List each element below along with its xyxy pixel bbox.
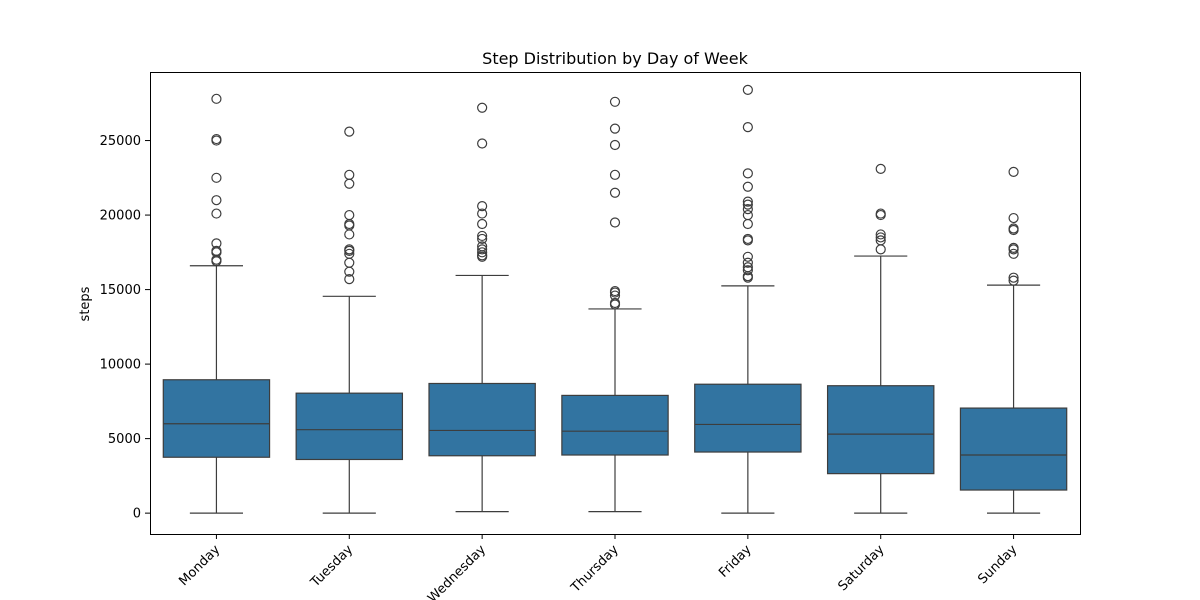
box-monday: [162, 93, 271, 514]
y-axis: 0 5000 10000 15000 20000 25000: [100, 134, 150, 522]
outlier-point: [742, 181, 753, 192]
outlier-point: [875, 208, 886, 219]
outlier-point: [211, 238, 222, 249]
outlier-point: [742, 196, 753, 207]
outlier-point: [609, 297, 621, 309]
x-tick-label-sunday: Sunday: [975, 542, 1020, 587]
box-thursday: [561, 96, 669, 513]
outlier-point: [609, 139, 621, 151]
outlier-point: [477, 218, 488, 230]
box-tuesday: [295, 126, 404, 514]
box-iqr: [428, 382, 536, 457]
outlier-point: [609, 123, 621, 134]
outlier-point: [477, 241, 488, 252]
outlier-point: [477, 230, 488, 242]
box-wednesday: [428, 102, 536, 513]
x-axis: Monday Tuesday Wednesday Thursday Friday Satu…: [176, 534, 1021, 600]
outlier-point: [211, 133, 222, 145]
outlier-point: [1008, 242, 1019, 253]
outlier-point: [609, 217, 621, 228]
outlier-point: [477, 201, 488, 212]
y-tick-label: 20000: [100, 209, 141, 224]
y-tick-label: 25000: [100, 134, 141, 149]
x-tick-label-wednesday: Wednesday: [425, 542, 489, 600]
outlier-point: [742, 209, 753, 221]
outlier-point: [211, 172, 222, 183]
x-tick-label-saturday: Saturday: [836, 542, 888, 594]
outlier-point: [344, 274, 355, 285]
plot-area: [162, 84, 1068, 514]
outlier-point: [344, 229, 355, 240]
outlier-point: [211, 93, 222, 104]
outlier-point: [875, 232, 886, 243]
y-axis-label: steps: [78, 286, 93, 321]
box-iqr: [959, 407, 1068, 491]
x-tick-label-thursday: Thursday: [568, 542, 622, 596]
outlier-point: [211, 245, 222, 256]
outlier-point: [609, 187, 621, 198]
outlier-point: [1008, 275, 1019, 286]
box-iqr: [826, 385, 935, 475]
y-tick-label: 15000: [100, 283, 141, 298]
chart-title: Step Distribution by Day of Week: [482, 49, 748, 68]
outlier-point: [211, 208, 222, 219]
outlier-point: [1008, 248, 1019, 259]
outlier-point: [609, 285, 621, 297]
outlier-point: [344, 209, 355, 221]
box-sunday: [959, 166, 1068, 514]
outlier-point: [344, 248, 355, 259]
outlier-point: [875, 244, 886, 255]
outlier-point: [1008, 272, 1019, 283]
outlier-point: [742, 122, 753, 133]
outlier-point: [344, 178, 355, 189]
box-saturday: [826, 163, 935, 514]
outlier-point: [609, 96, 621, 107]
y-tick-label: 10000: [100, 358, 141, 373]
outlier-point: [742, 233, 753, 245]
outlier-point: [1008, 223, 1019, 234]
outlier-point: [875, 235, 886, 246]
box-iqr: [561, 394, 669, 456]
outlier-point: [742, 204, 753, 215]
outlier-point: [211, 195, 222, 206]
y-tick-label: 0: [133, 507, 141, 522]
outlier-point: [477, 233, 488, 245]
outlier-point: [344, 169, 355, 180]
box-iqr: [295, 392, 404, 461]
outlier-point: [1008, 166, 1019, 177]
y-tick-label: 5000: [108, 432, 141, 447]
outlier-point: [742, 168, 753, 179]
outlier-point: [742, 199, 753, 210]
outlier-point: [875, 229, 886, 240]
box-friday: [694, 84, 802, 514]
outlier-point: [742, 265, 753, 276]
outlier-point: [1008, 212, 1019, 224]
outlier-point: [344, 257, 355, 268]
outlier-point: [742, 251, 753, 262]
outlier-point: [742, 84, 753, 95]
x-tick-label-tuesday: Tuesday: [307, 542, 356, 591]
outlier-point: [344, 126, 355, 137]
outlier-point: [477, 138, 488, 149]
outlier-point: [609, 169, 621, 180]
outlier-point: [477, 247, 488, 258]
x-tick-label-friday: Friday: [716, 542, 755, 581]
outlier-point: [477, 102, 488, 113]
outlier-point: [477, 208, 488, 219]
outlier-point: [477, 244, 488, 255]
box-iqr: [162, 379, 271, 458]
outlier-point: [742, 257, 753, 268]
box-iqr: [694, 383, 802, 453]
x-tick-label-monday: Monday: [176, 542, 223, 589]
outlier-point: [742, 262, 753, 273]
outlier-point: [742, 218, 753, 230]
outlier-point: [344, 244, 355, 255]
outlier-point: [875, 163, 886, 174]
outlier-point: [609, 290, 621, 301]
